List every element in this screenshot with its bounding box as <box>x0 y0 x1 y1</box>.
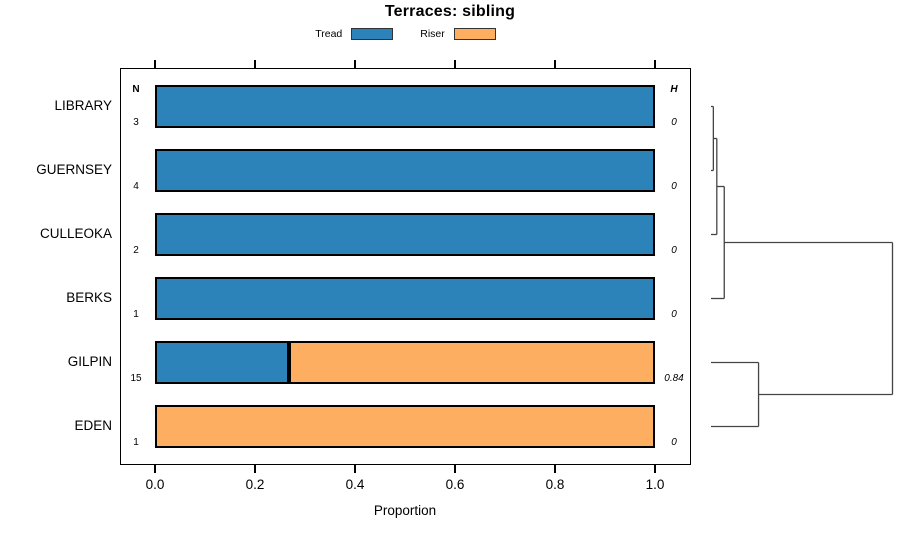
x-tick-label: 0.4 <box>345 477 365 492</box>
bar-segment-riser <box>155 404 655 449</box>
legend-label-riser: Riser <box>420 28 445 40</box>
h-value: 0 <box>671 308 677 320</box>
h-value: 0 <box>671 244 677 256</box>
n-value: 1 <box>133 308 139 320</box>
n-column-header: N <box>132 84 140 95</box>
h-value: 0 <box>671 436 677 448</box>
category-label: GILPIN <box>67 353 112 369</box>
category-label: LIBRARY <box>54 97 112 113</box>
x-tick-top <box>454 60 456 68</box>
h-value: 0 <box>671 116 677 128</box>
bar-segment-tread <box>155 84 655 129</box>
x-tick-bottom <box>154 465 156 473</box>
x-tick-label: 0.2 <box>245 477 265 492</box>
x-tick-bottom <box>254 465 256 473</box>
x-tick-label: 0.0 <box>145 477 165 492</box>
x-tick-bottom <box>454 465 456 473</box>
legend-item-tread: Tread <box>315 28 394 40</box>
legend-label-tread: Tread <box>315 28 343 40</box>
n-value: 3 <box>133 116 139 128</box>
x-tick-bottom <box>654 465 656 473</box>
n-value: 1 <box>133 436 139 448</box>
x-tick-top <box>154 60 156 68</box>
category-label: EDEN <box>74 417 112 433</box>
x-tick-top <box>354 60 356 68</box>
bar-segment-tread <box>155 276 655 321</box>
x-tick-bottom <box>354 465 356 473</box>
x-tick-top <box>654 60 656 68</box>
x-tick-top <box>254 60 256 68</box>
legend-swatch-tread <box>351 28 394 40</box>
category-label: GUERNSEY <box>36 161 112 177</box>
bar-segment-riser <box>288 340 655 385</box>
n-value: 4 <box>133 180 139 192</box>
category-label: CULLEOKA <box>39 225 112 241</box>
category-label: BERKS <box>66 289 112 305</box>
legend-item-riser: Riser <box>420 28 496 40</box>
n-value: 15 <box>130 372 142 384</box>
x-tick-label: 1.0 <box>645 477 665 492</box>
n-value: 2 <box>133 244 139 256</box>
h-column-header: H <box>670 84 678 95</box>
legend-swatch-riser <box>453 28 496 40</box>
x-tick-label: 0.8 <box>545 477 565 492</box>
h-value: 0 <box>671 180 677 192</box>
h-value: 0.84 <box>664 372 684 384</box>
chart-title: Terraces: sibling <box>384 3 516 20</box>
x-axis-label: Proportion <box>373 503 437 518</box>
x-tick-label: 0.6 <box>445 477 465 492</box>
plot-area <box>120 68 691 465</box>
legend: Tread Riser <box>120 26 691 42</box>
bar-segment-tread <box>155 212 655 257</box>
x-tick-top <box>554 60 556 68</box>
bar-segment-tread <box>155 340 289 385</box>
bar-segment-tread <box>155 148 655 193</box>
x-tick-bottom <box>554 465 556 473</box>
